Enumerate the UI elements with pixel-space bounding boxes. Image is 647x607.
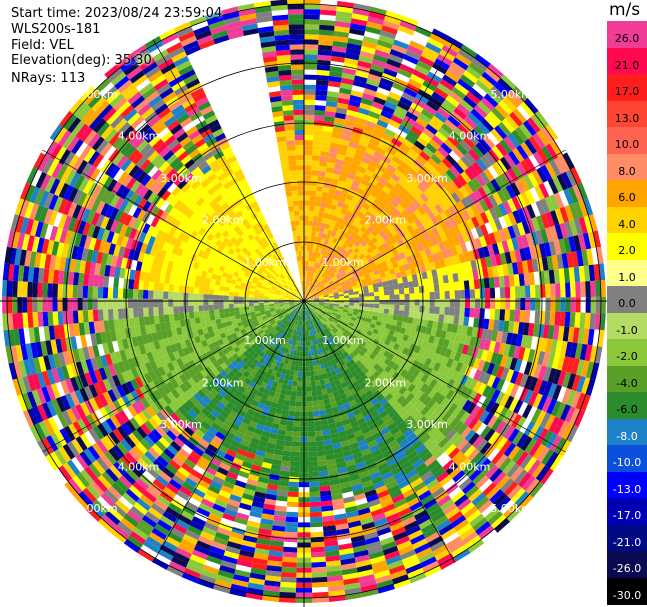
range-label: 5.00km [490,88,532,101]
field-text: Field: VEL [11,38,74,53]
colorbar-band [607,100,647,128]
range-label: 3.00km [406,172,448,185]
range-label: 2.00km [202,376,244,389]
colorbar-unit: m/s [609,0,641,20]
range-label: 3.00km [406,418,448,431]
range-label: 5.00km [76,502,118,515]
colorbar-band [607,524,647,552]
colorbar-tick-label: 17.0 [614,85,640,98]
range-label: 2.00km [365,214,407,227]
colorbar-band [607,551,647,578]
colorbar-band [607,471,647,499]
colorbar-tick-label: -1.0 [616,323,638,337]
colorbar-band [607,392,647,419]
colorbar-tick-label: -17.0 [612,509,642,522]
colorbar-tick-label: -2.0 [616,350,638,363]
colorbar-band [607,153,647,181]
colorbar-tick-label: 4.0 [618,217,636,231]
colorbar-tick-label: -8.0 [616,429,638,443]
start-time-text: Start time: 2023/08/24 23:59:04 [11,6,223,21]
range-label: 4.00km [118,461,160,474]
nrays-text: NRays: 113 [11,71,86,86]
range-label: 1.00km [244,256,286,269]
colorbar-band [607,233,647,260]
azimuth-line [303,39,456,302]
colorbar-band [607,445,647,472]
colorbar-tick-label: -26.0 [612,562,642,575]
colorbar-band [607,365,647,393]
colorbar-tick-label: 6.0 [618,191,636,204]
range-label: 4.00km [449,130,491,143]
colorbar-tick-label: -21.0 [612,535,642,549]
range-label: 1.00km [322,334,364,347]
colorbar-band [607,498,647,525]
colorbar-tick-label: -13.0 [612,482,642,496]
range-label: 5.00km [76,88,118,101]
colorbar-tick-label: 26.0 [614,32,640,45]
colorbar-band [607,286,647,313]
azimuth-line [42,149,305,302]
colorbar-tick-label: 10.0 [614,138,640,151]
colorbar-tick-label: -10.0 [612,456,642,469]
colorbar-band [607,339,647,366]
colorbar-band [607,74,647,101]
colorbar-tick-label: 13.0 [614,111,640,125]
colorbar-tick-label: 2.0 [618,244,636,257]
range-label: 2.00km [365,376,407,389]
range-label: 4.00km [118,130,160,143]
colorbar-band [607,21,647,48]
colorbar-tick-label: 21.0 [614,58,640,72]
range-label: 3.00km [160,172,202,185]
azimuth-line [152,39,305,302]
colorbar-tick-label: 8.0 [618,164,636,178]
range-ring-grid [0,0,607,607]
range-label: 4.00km [449,461,491,474]
colorbar-tick-label: -30.0 [612,588,642,602]
azimuth-line [303,149,566,302]
instrument-name-text: WLS200s-181 [11,22,101,37]
colorbar-band [607,312,647,340]
colorbar-tick-label: -4.0 [616,376,638,390]
range-label: 1.00km [244,334,286,347]
colorbar-band [607,206,647,234]
range-label: 1.00km [322,256,364,269]
colorbar-tick-label: 0.0 [618,297,636,310]
azimuth-line [303,300,456,563]
range-label: 2.00km [202,214,244,227]
colorbar-tick-label: -6.0 [616,403,638,416]
colorbar-band [607,259,647,287]
colorbar-tick-label: 1.0 [618,270,636,284]
colorbar-band [607,47,647,75]
azimuth-line [303,300,566,453]
colorbar-band [607,577,647,605]
elevation-text: Elevation(deg): 35.30 [11,53,152,68]
azimuth-line [152,300,305,563]
colorbar-band [607,127,647,154]
azimuth-line [42,300,305,453]
range-label: 5.00km [490,502,532,515]
colorbar-band [607,180,647,207]
range-label: 3.00km [160,418,202,431]
colorbar-band [607,418,647,446]
